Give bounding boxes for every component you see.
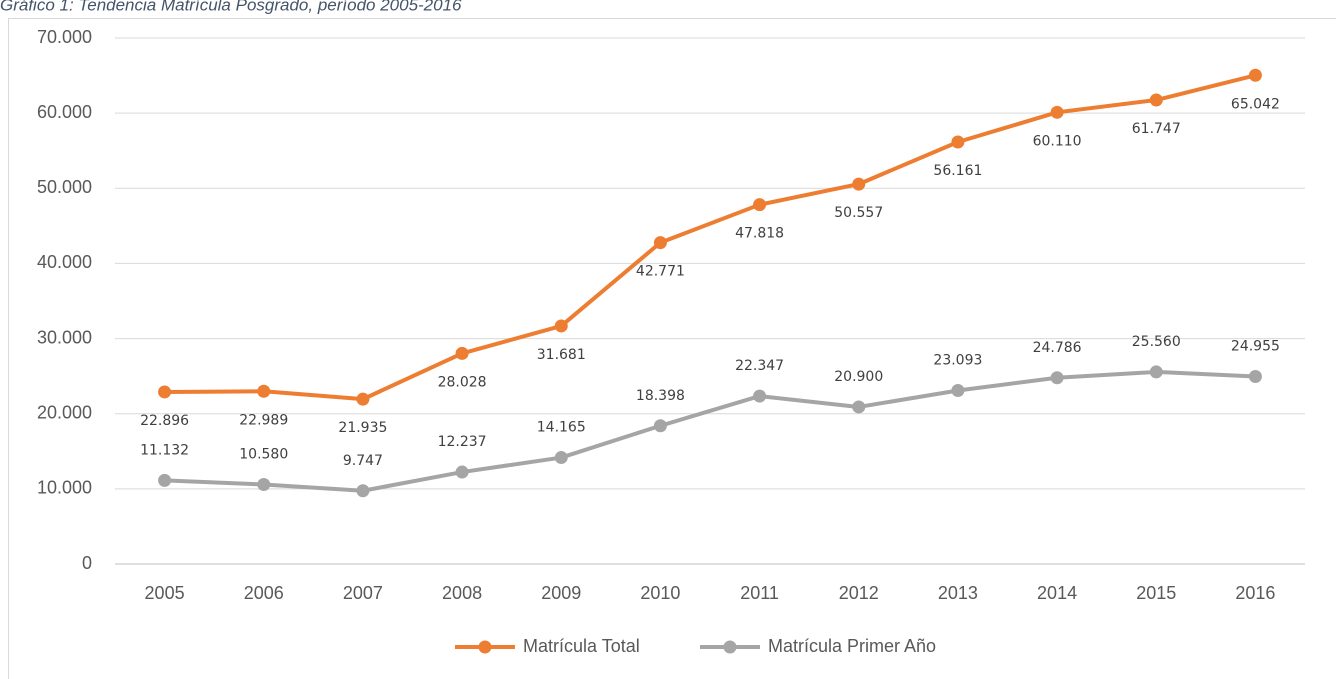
data-point (257, 477, 271, 491)
data-point (753, 198, 767, 212)
data-label: 47.818 (735, 226, 784, 242)
y-tick-label: 50.000 (37, 177, 92, 197)
x-tick-label: 2005 (145, 583, 185, 603)
data-point (554, 451, 568, 465)
data-point (1149, 365, 1163, 379)
data-point (1050, 371, 1064, 385)
data-label: 65.042 (1231, 96, 1280, 112)
y-tick-label: 10.000 (37, 478, 92, 498)
data-point (1149, 93, 1163, 107)
data-point (753, 389, 767, 403)
legend-marker (478, 640, 492, 654)
data-label: 23.093 (933, 352, 982, 368)
series-line (164, 369, 1256, 493)
data-point (852, 177, 866, 191)
legend-label: Matrícula Primer Año (768, 636, 936, 656)
x-tick-label: 2012 (839, 583, 879, 603)
y-tick-label: 0 (82, 553, 92, 573)
data-label: 60.110 (1033, 133, 1082, 149)
data-label: 12.237 (438, 434, 487, 450)
x-tick-label: 2014 (1037, 583, 1077, 603)
data-point (852, 400, 866, 414)
x-tick-label: 2009 (541, 583, 581, 603)
data-point (356, 484, 370, 498)
data-point (1050, 105, 1064, 119)
data-point (356, 392, 370, 406)
data-point (951, 135, 965, 149)
data-label: 50.557 (834, 205, 883, 221)
data-label: 20.900 (834, 369, 883, 385)
data-point (455, 465, 469, 479)
data-point (951, 383, 965, 397)
data-label: 18.398 (636, 388, 685, 404)
data-point (158, 385, 172, 399)
x-tick-label: 2011 (740, 583, 779, 603)
data-label: 22.347 (735, 358, 784, 374)
legend-label: Matrícula Total (523, 636, 640, 656)
data-label: 31.681 (537, 347, 586, 363)
data-label: 24.955 (1231, 338, 1280, 354)
x-tick-label: 2010 (640, 583, 680, 603)
data-label: 28.028 (438, 374, 487, 390)
data-point (158, 473, 172, 487)
data-label: 61.747 (1132, 121, 1181, 137)
data-point (257, 384, 271, 398)
data-point (653, 419, 667, 433)
y-tick-label: 20.000 (37, 402, 92, 422)
y-tick-label: 30.000 (37, 327, 92, 347)
data-label: 25.560 (1132, 334, 1181, 350)
x-tick-label: 2006 (244, 583, 284, 603)
x-tick-label: 2015 (1136, 583, 1176, 603)
x-tick-label: 2007 (343, 583, 383, 603)
data-label: 10.580 (239, 446, 288, 462)
chart-title: Gráfico 1: Tendencia Matrícula Posgrado,… (0, 0, 462, 14)
x-tick-label: 2013 (938, 583, 978, 603)
series-line (164, 73, 1256, 402)
data-label: 11.132 (140, 442, 189, 458)
data-label: 42.771 (636, 264, 685, 280)
y-tick-label: 40.000 (37, 252, 92, 272)
data-point (1248, 369, 1262, 383)
data-label: 56.161 (933, 163, 982, 179)
data-label: 22.896 (140, 413, 189, 429)
chart-frame (8, 18, 1336, 679)
data-point (653, 236, 667, 250)
data-label: 24.786 (1033, 340, 1082, 356)
legend-marker (723, 640, 737, 654)
x-tick-label: 2008 (442, 583, 482, 603)
x-tick-label: 2016 (1235, 583, 1275, 603)
data-label: 21.935 (338, 420, 387, 436)
y-tick-label: 70.000 (37, 27, 92, 47)
data-point (1248, 68, 1262, 82)
data-point (455, 346, 469, 360)
data-label: 22.989 (239, 412, 288, 428)
data-point (554, 319, 568, 333)
y-tick-label: 60.000 (37, 102, 92, 122)
data-label: 9.747 (343, 453, 383, 469)
data-label: 14.165 (537, 420, 586, 436)
